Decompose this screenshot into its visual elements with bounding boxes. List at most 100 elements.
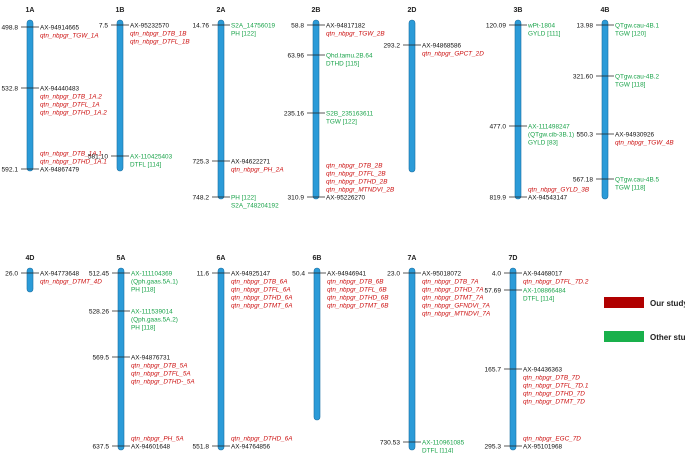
qtn-label: qtn_nbpgr_DTMT_4D (40, 278, 102, 285)
marker-label: AX-94773648 (40, 270, 80, 277)
marker-label: AX-94436363 (523, 366, 563, 373)
other-study-label: Qhd.tamu.2B.64 (326, 52, 373, 59)
chromosome-bar (217, 19, 225, 200)
other-study-label: QTgw.cau-4B.2 (615, 73, 659, 80)
other-study-label: wPt-1804 (527, 22, 555, 29)
other-study-label: AX-111498247 (528, 123, 570, 130)
other-study-label: TGW [118] (615, 81, 646, 88)
marker-position: 11.6 (197, 270, 210, 277)
qtn-label: qtn_nbpgr_DTFL_6B (327, 286, 387, 293)
other-study-label: AX-111104369 (131, 270, 173, 277)
marker-position: 550.3 (576, 131, 593, 138)
marker-position: 748.2 (192, 194, 209, 201)
other-study-label: S2B_235163611 (326, 110, 374, 117)
other-study-label: PH [118] (131, 286, 156, 293)
marker-label: AX-94876731 (131, 354, 171, 361)
marker-position: 295.3 (484, 443, 501, 450)
qtn-label: qtn_nbpgr_EGC_7D (523, 435, 581, 442)
other-study-label: DTFL [114] (130, 161, 161, 168)
marker-position: 58.8 (291, 22, 304, 29)
marker-label: AX-94930926 (615, 131, 655, 138)
qtn-label: qtn_nbpgr_DTMT_7A (422, 294, 483, 301)
qtn-label: qtn_nbpgr_DTFL_7D.1 (523, 382, 589, 389)
marker-position: 592.1 (1, 166, 18, 173)
marker-label: AX-94868586 (422, 42, 462, 49)
marker-position: 235.16 (284, 110, 305, 117)
chromosome-bar (408, 19, 416, 173)
marker-position: 14.76 (192, 22, 209, 29)
marker-position: 23.0 (387, 270, 400, 277)
chromosome-bar (116, 19, 124, 172)
chromosome-name: 4B (601, 7, 610, 14)
qtn-label: qtn_nbpgr_PH_2A (231, 166, 284, 173)
our-study-swatch (604, 297, 644, 308)
other-study-label: TGW [120] (615, 30, 646, 37)
marker-label: AX-95018072 (422, 270, 462, 277)
chromosome-bar (514, 19, 522, 200)
chromosome-name: 4D (26, 255, 35, 262)
qtn-label: qtn_nbpgr_DTB_6A (231, 278, 288, 285)
marker-position: 512.45 (89, 270, 110, 277)
qtn-label: qtn_nbpgr_GYLD_3B (528, 186, 590, 193)
marker-label: AX-94946941 (327, 270, 367, 277)
chromosome-bar (26, 19, 34, 172)
qtn-label: qtn_nbpgr_DTHD_7D (523, 390, 585, 397)
marker-position: 819.9 (489, 194, 506, 201)
other-study-label: S2A_14756019 (231, 22, 276, 29)
other-study-label: AX-110961085 (422, 439, 465, 446)
legend: Our study Other studies (604, 297, 685, 342)
marker-position: 310.9 (287, 194, 304, 201)
chromosome-name: 6B (313, 255, 322, 262)
qtn-label: qtn_nbpgr_MTNDVI_2B (326, 186, 395, 193)
other-study-label: AX-110425403 (130, 153, 173, 160)
other-study-label: PH [118] (131, 324, 156, 331)
other-study-label: (Qph.gaas.5A.2) (131, 316, 178, 323)
marker-label: AX-95232570 (130, 22, 170, 29)
other-study-label: AX-108866484 (523, 287, 566, 294)
qtn-label: qtn_nbpgr_TGW_1A (40, 32, 99, 39)
chromosome-name: 2D (408, 7, 417, 14)
qtn-label: qtn_nbpgr_DTB_2B (326, 162, 383, 169)
qtn-label: qtn_nbpgr_DTFL_2B (326, 170, 386, 177)
other-study-label: TGW [122] (326, 118, 357, 125)
qtn-label: qtn_nbpgr_DTHD_1A.1 (40, 158, 107, 165)
marker-position: 165.7 (484, 366, 501, 373)
chromosome-bar (117, 267, 125, 451)
marker-position: 293.2 (383, 42, 400, 49)
qtn-label: qtn_nbpgr_DTHD_7A (422, 286, 483, 293)
marker-position: 477.0 (489, 123, 506, 130)
other-study-label: PH [122] (231, 30, 256, 37)
marker-position: 26.0 (5, 270, 18, 277)
marker-label: AX-94914665 (40, 24, 80, 31)
qtn-label: qtn_nbpgr_DTMT_6B (327, 302, 389, 309)
marker-label: AX-94764856 (231, 443, 271, 450)
qtn-label: qtn_nbpgr_DTB_7D (523, 374, 580, 381)
other-study-label: QTgw.cau-4B.1 (615, 22, 659, 29)
other-study-label: DTFL [114] (523, 295, 554, 302)
other-study-label: (Qph.gaas.5A.1) (131, 278, 178, 285)
qtn-label: qtn_nbpgr_PH_5A (131, 435, 184, 442)
marker-position: 725.3 (192, 158, 209, 165)
marker-label: AX-94440483 (40, 85, 80, 92)
other-study-label: (QTgw.cib-3B.1) (528, 131, 574, 138)
marker-label: AX-94622271 (231, 158, 271, 165)
qtn-label: qtn_nbpgr_DTHD_6A (231, 294, 292, 301)
chromosome-name: 6A (217, 255, 226, 262)
chromosome-bar (509, 267, 517, 451)
qtn-label: qtn_nbpgr_DTMT_7D (523, 398, 585, 405)
chromosome-bar (313, 267, 321, 421)
marker-position: 569.5 (92, 354, 109, 361)
marker-label: AX-94925147 (231, 270, 271, 277)
qtn-label: qtn_nbpgr_DTMT_6A (231, 302, 292, 309)
qtn-label: qtn_nbpgr_DTHD_2B (326, 178, 388, 185)
other-study-label: DTHD [115] (326, 60, 359, 67)
marker-position: 637.5 (92, 443, 109, 450)
marker-position: 551.8 (192, 443, 209, 450)
marker-label: AX-94543147 (528, 194, 568, 201)
